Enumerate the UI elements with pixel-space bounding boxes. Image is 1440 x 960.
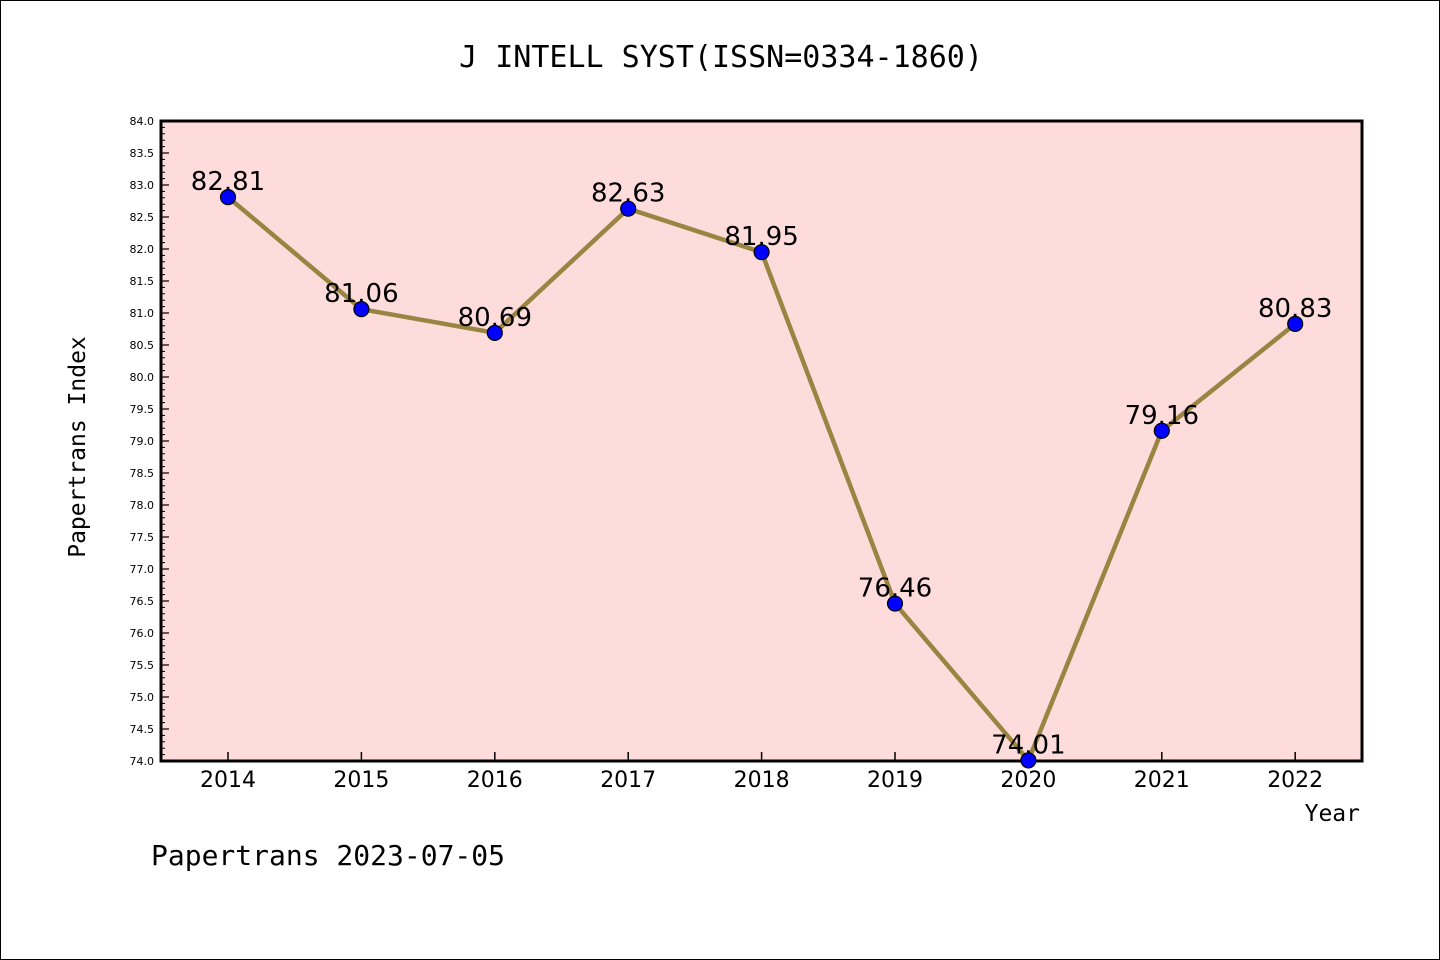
- plot-area: [159, 119, 1364, 763]
- x-tick-label: 2017: [600, 768, 656, 793]
- y-tick-label: 83.5: [130, 147, 155, 160]
- data-label: 81.95: [724, 222, 798, 252]
- y-tick-label: 80.0: [130, 371, 155, 384]
- data-point-marker: [886, 595, 904, 612]
- x-tick-label: 2019: [867, 768, 923, 793]
- y-tick-label: 80.5: [130, 339, 155, 352]
- y-tick-label: 75.0: [130, 691, 155, 704]
- y-tick-label: 83.0: [130, 179, 155, 192]
- x-tick-label: 2015: [333, 768, 389, 793]
- data-point-marker: [1287, 315, 1304, 332]
- marker-layer: [219, 189, 1304, 769]
- y-tick-label: 79.5: [130, 403, 155, 416]
- y-axis: 74.0 74.5 75.0 75.5 76.0 76.5 77.0 77.5 78.0 78.5…: [130, 115, 169, 768]
- data-label: 82.81: [191, 167, 265, 197]
- x-axis-label: Year: [1305, 801, 1360, 827]
- data-point-marker: [620, 200, 637, 217]
- y-tick-label: 77.0: [130, 563, 155, 576]
- data-label: 80.83: [1258, 294, 1332, 324]
- y-tick-label: 75.5: [130, 659, 155, 672]
- footer-watermark: Papertrans 2023-07-05: [151, 839, 505, 872]
- data-label: 74.01: [991, 730, 1065, 760]
- data-label: 82.63: [591, 179, 665, 209]
- y-tick-label: 84.0: [130, 115, 155, 128]
- data-point-marker: [353, 301, 370, 318]
- x-tick-label: 2020: [1000, 768, 1056, 793]
- data-point-marker: [486, 324, 503, 341]
- data-label: 80.69: [458, 303, 532, 333]
- y-tick-label: 78.5: [130, 467, 155, 480]
- x-tick-label: 2014: [200, 768, 256, 793]
- y-tick-label: 74.0: [130, 755, 155, 768]
- y-tick-label: 82.0: [130, 243, 155, 256]
- data-point-marker: [1153, 422, 1170, 439]
- chart-title: J INTELL SYST(ISSN=0334-1860): [459, 40, 983, 75]
- data-label-layer: 82.81 81.06 80.69 82.63 81.95 76.46 74.01 79.16…: [191, 167, 1333, 760]
- y-tick-label: 74.5: [130, 723, 155, 736]
- data-label: 76.46: [858, 574, 932, 604]
- y-tick-label: 78.0: [130, 499, 155, 512]
- y-tick-label: 76.5: [130, 595, 155, 608]
- x-tick-label: 2021: [1134, 768, 1190, 793]
- x-tick-label: 2016: [467, 768, 523, 793]
- data-label: 79.16: [1125, 401, 1199, 431]
- y-tick-label: 77.5: [130, 531, 155, 544]
- x-tick-label: 2018: [734, 768, 790, 793]
- y-tick-label: 81.5: [130, 275, 155, 288]
- data-point-marker: [219, 189, 237, 206]
- y-tick-label: 81.0: [130, 307, 155, 320]
- data-label: 81.06: [324, 279, 398, 309]
- y-axis-label: Papertrans Index: [65, 336, 91, 558]
- y-tick-label: 82.5: [130, 211, 155, 224]
- y-tick-label: 79.0: [130, 435, 155, 448]
- data-point-marker: [1020, 752, 1037, 769]
- y-tick-label: 76.0: [130, 627, 155, 640]
- x-tick-label: 2022: [1267, 768, 1323, 793]
- x-axis: 2014 2015 2016 2017 2018 2019 2020 2021 2022: [200, 752, 1323, 793]
- data-point-marker: [753, 244, 770, 261]
